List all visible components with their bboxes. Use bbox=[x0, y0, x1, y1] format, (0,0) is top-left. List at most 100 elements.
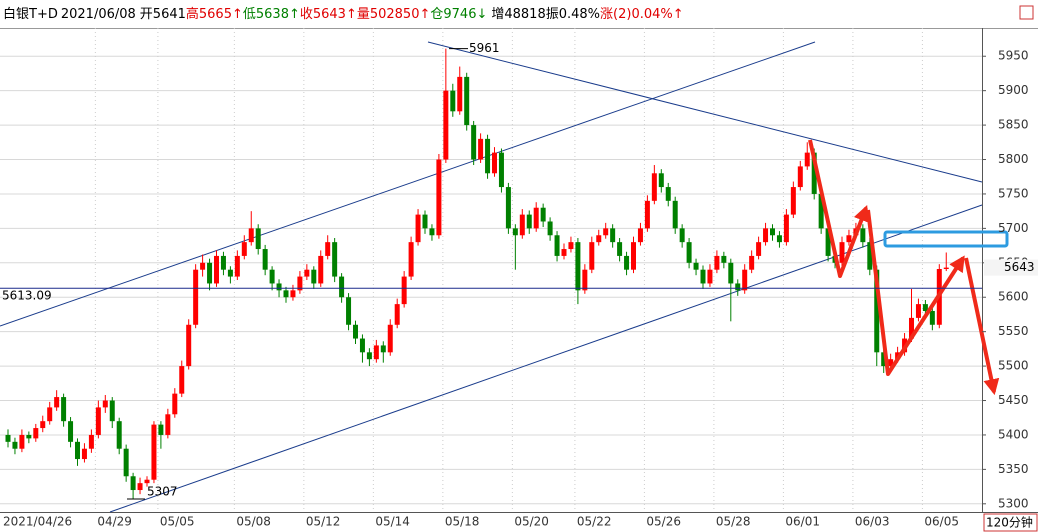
candle-body bbox=[644, 200, 650, 229]
candle-body bbox=[422, 214, 428, 229]
candle-body bbox=[26, 434, 32, 439]
candle-body bbox=[283, 290, 289, 298]
candle-body bbox=[672, 200, 678, 229]
candle-body bbox=[700, 269, 706, 284]
y-tick-label: 5850 bbox=[998, 118, 1029, 132]
candle-body bbox=[102, 400, 108, 408]
candle-body bbox=[380, 345, 386, 353]
candle-body bbox=[721, 255, 727, 263]
candle-body bbox=[610, 228, 616, 243]
candle-body bbox=[353, 324, 358, 339]
candle-body bbox=[214, 255, 219, 284]
candle-body bbox=[200, 262, 206, 270]
candle-body bbox=[172, 393, 178, 415]
window-icon[interactable] bbox=[1019, 5, 1034, 20]
candle-body bbox=[603, 228, 609, 236]
candle-body bbox=[749, 255, 755, 270]
x-tick-label: 05/08 bbox=[236, 515, 271, 529]
candle-body bbox=[262, 249, 268, 270]
candle-body bbox=[770, 228, 775, 236]
candle-body bbox=[617, 242, 623, 256]
candle-body bbox=[109, 400, 115, 422]
candle-body bbox=[186, 324, 192, 367]
candle-body bbox=[533, 207, 539, 229]
header-item: 白银T+D bbox=[3, 6, 58, 22]
candle-body bbox=[297, 276, 303, 291]
candle-body bbox=[776, 235, 782, 243]
low-label: 5307 bbox=[147, 484, 178, 498]
candle-body bbox=[436, 159, 442, 236]
candle-body bbox=[485, 138, 491, 174]
x-tick-label: 05/14 bbox=[375, 515, 410, 529]
candle-body bbox=[144, 479, 150, 484]
candle-body bbox=[728, 262, 734, 284]
y-tick-label: 5950 bbox=[998, 49, 1029, 63]
candle-body bbox=[783, 214, 789, 243]
candle-body bbox=[464, 76, 470, 126]
candle-body bbox=[888, 359, 894, 367]
candle-body bbox=[248, 228, 254, 243]
candle-body bbox=[561, 249, 567, 256]
candle-body bbox=[505, 187, 511, 229]
candle-body bbox=[860, 228, 866, 243]
candle-body bbox=[276, 283, 282, 291]
red-arrow bbox=[964, 257, 1000, 396]
candle-body bbox=[554, 235, 560, 256]
candle-body bbox=[68, 421, 74, 442]
candle-body bbox=[95, 407, 101, 435]
x-tick-label: 06/03 bbox=[855, 515, 890, 529]
candle-body bbox=[471, 125, 477, 160]
y-tick-label: 5300 bbox=[998, 496, 1029, 510]
candle-body bbox=[40, 421, 46, 429]
candle-body bbox=[325, 242, 331, 256]
candle-body bbox=[686, 242, 692, 263]
red-arrow bbox=[808, 139, 869, 278]
candle-body bbox=[220, 255, 226, 270]
candle-body bbox=[179, 366, 185, 394]
y-tick-label: 5500 bbox=[998, 359, 1029, 373]
candle-body bbox=[818, 193, 824, 229]
candle-body bbox=[839, 242, 845, 263]
candle-body bbox=[846, 235, 852, 243]
candle-body bbox=[665, 187, 671, 201]
candle-body bbox=[922, 304, 928, 312]
annotations bbox=[808, 139, 1009, 396]
candle-body bbox=[651, 173, 657, 201]
y-tick-label: 5400 bbox=[998, 427, 1029, 441]
timeframe: 120分钟 bbox=[986, 515, 1033, 530]
candle-body bbox=[811, 152, 817, 194]
candle-body bbox=[5, 434, 11, 442]
candle-body bbox=[304, 269, 310, 277]
candle-body bbox=[366, 352, 372, 360]
header-item: 振0.48% bbox=[546, 7, 600, 22]
candle-body bbox=[492, 152, 497, 174]
candle-body bbox=[75, 441, 80, 460]
candle-body bbox=[763, 228, 769, 243]
candle-body bbox=[714, 255, 720, 270]
header-item: 仓9746↓ bbox=[430, 7, 487, 22]
candle-body bbox=[568, 242, 574, 250]
candle-body bbox=[867, 242, 873, 270]
candle-body bbox=[61, 397, 67, 422]
candle-body bbox=[81, 448, 87, 460]
candle-body bbox=[756, 242, 762, 256]
candle-body bbox=[631, 242, 636, 270]
candle-body bbox=[123, 448, 129, 477]
candle-body bbox=[582, 269, 588, 291]
descending-line bbox=[427, 41, 983, 183]
x-tick-label: 05/12 bbox=[306, 515, 341, 529]
candle-body bbox=[241, 242, 247, 256]
candle-body bbox=[526, 214, 532, 229]
x-tick-label: 06/05 bbox=[924, 515, 959, 529]
candle-body bbox=[151, 424, 157, 480]
candle-body bbox=[825, 228, 831, 256]
candle-body bbox=[137, 483, 143, 491]
candle-body bbox=[373, 345, 379, 360]
candle-body bbox=[443, 90, 449, 160]
candle-body bbox=[797, 166, 803, 188]
candle-body bbox=[693, 262, 699, 270]
y-tick-label: 5600 bbox=[998, 290, 1029, 304]
header-item: 低5638↑ bbox=[243, 7, 300, 22]
candle-body bbox=[408, 242, 414, 277]
x-tick-label: 05/26 bbox=[646, 515, 681, 529]
